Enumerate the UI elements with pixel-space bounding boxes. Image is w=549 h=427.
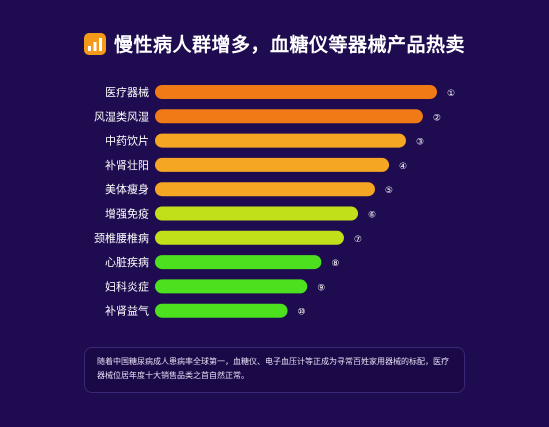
bar [155, 133, 406, 148]
footnote-box: 随着中国糖尿病成人患病率全球第一，血糖仪、电子血压计等正成为寻常百姓家用器械的标… [84, 347, 465, 393]
rank-label: ⑩ [298, 308, 306, 318]
category-label: 中药饮片 [105, 135, 149, 148]
bar [155, 255, 322, 270]
category-label: 补肾益气 [105, 304, 149, 318]
chart-header: 慢性病人群增多，血糖仪等器械产品热卖 [84, 30, 465, 57]
bar-chart-icon [84, 32, 106, 55]
category-label: 妇科炎症 [105, 279, 149, 293]
bar [155, 279, 308, 294]
footnote-text: 随着中国糖尿病成人患病率全球第一，血糖仪、电子血压计等正成为寻常百姓家用器械的标… [97, 357, 449, 380]
rank-label: ⑧ [331, 259, 339, 269]
bar [155, 109, 423, 124]
category-label: 颈椎腰椎病 [94, 231, 149, 245]
bar [155, 182, 375, 197]
bar [155, 230, 344, 245]
rank-label: ⑨ [317, 283, 325, 293]
chart-title: 慢性病人群增多，血糖仪等器械产品热卖 [114, 34, 466, 56]
bar [155, 303, 288, 318]
category-label: 美体瘦身 [105, 182, 149, 196]
bar [155, 85, 437, 99]
rank-label: ③ [416, 138, 424, 148]
rank-label: ⑤ [385, 186, 393, 196]
category-label: 医疗器械 [105, 85, 149, 99]
rank-label: ⑦ [354, 235, 362, 245]
rank-label: ① [447, 89, 455, 99]
rank-label: ⑥ [368, 211, 376, 221]
category-label: 增强免疫 [105, 207, 149, 221]
rank-label: ④ [399, 162, 407, 172]
bar [155, 157, 390, 172]
category-label: 心脏疾病 [105, 255, 149, 269]
bar [155, 206, 359, 221]
bar-chart: 医疗器械 ① 风湿类风湿 ② 中药饮片 ③ 补肾壮阳 ④ 美体瘦身 ⑤ 增强免疫 ⑥ 颈椎腰椎病 ⑦ 心脏疾… [94, 85, 455, 318]
rank-label: ② [433, 113, 441, 123]
category-label: 补肾壮阳 [105, 159, 149, 172]
category-label: 风湿类风湿 [94, 109, 149, 123]
